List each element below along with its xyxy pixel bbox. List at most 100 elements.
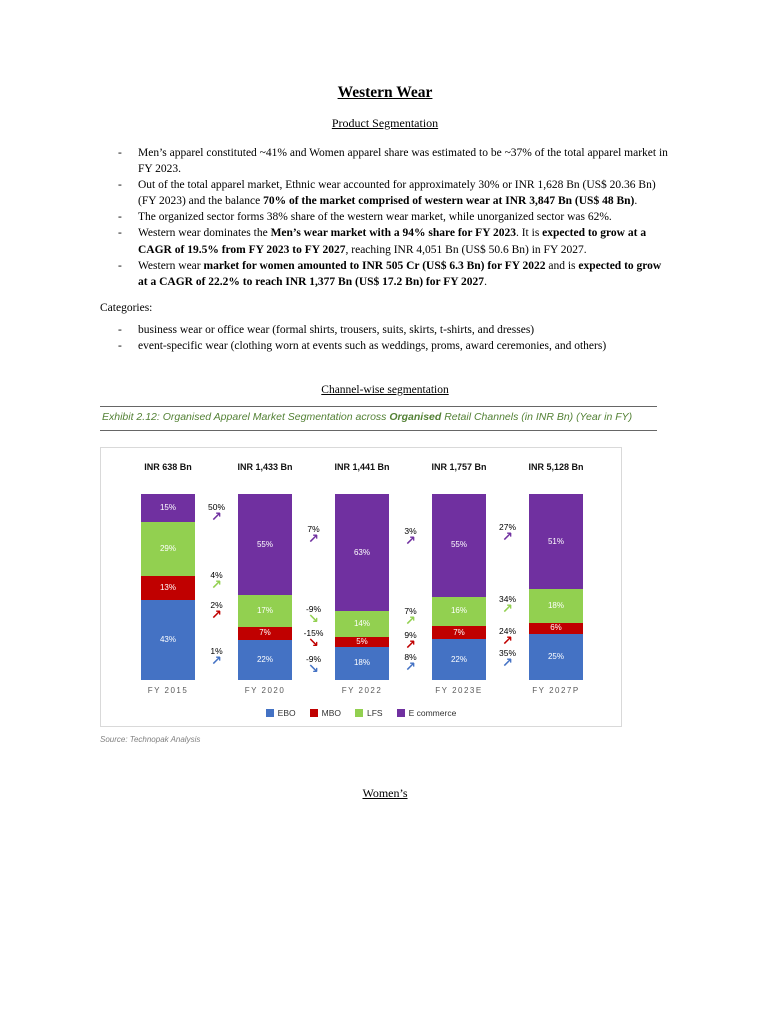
exhibit-caption: Exhibit 2.12: Organised Apparel Market S… bbox=[102, 410, 655, 424]
bar-total-label: INR 1,441 Bn bbox=[334, 462, 390, 473]
growth-arrow-icon: ↗ bbox=[211, 653, 222, 669]
bar-segment-mbo: 13% bbox=[141, 576, 195, 601]
growth-arrow-value: 27% bbox=[498, 522, 516, 533]
growth-arrow-mbo: 2% ↗ bbox=[193, 600, 241, 623]
text-run: event-specific wear (clothing worn at ev… bbox=[138, 339, 607, 352]
growth-arrow-value: -9% bbox=[305, 654, 322, 665]
bar-segment-e-commerce: 15% bbox=[141, 494, 195, 523]
text-run: Organised bbox=[389, 411, 442, 424]
growth-arrow-icon: ↗ bbox=[405, 613, 416, 629]
exhibit-chart: INR 638 Bn 15% 29% 13% 43% FY 2015 INR 1,433 B… bbox=[100, 447, 622, 728]
bar-segment-lfs: 18% bbox=[529, 589, 583, 623]
growth-arrow-value: -15% bbox=[303, 628, 324, 639]
growth-arrow-e-commerce: 27% ↗ bbox=[484, 522, 532, 545]
chart-legend: EBO MBO LFS E commerce bbox=[111, 708, 611, 718]
bar-segment-ebo: 25% bbox=[529, 633, 583, 681]
text-run: Men’s wear market with a 94% share for F… bbox=[270, 227, 516, 240]
x-axis-label: FY 2023E bbox=[435, 686, 483, 696]
growth-arrow-lfs: 7% ↗ bbox=[387, 606, 435, 629]
categories-label: Categories: bbox=[100, 301, 153, 314]
legend-item-e-commerce: E commerce bbox=[396, 708, 457, 719]
bullet-item: Western wear market for women amounted t… bbox=[118, 258, 670, 290]
legend-label: LFS bbox=[367, 708, 383, 719]
bar-total-label: INR 1,433 Bn bbox=[237, 462, 293, 473]
growth-arrow-icon: ↗ bbox=[211, 607, 222, 623]
growth-arrow-ebo: 8% ↗ bbox=[387, 652, 435, 673]
growth-arrow-ebo: 35% ↗ bbox=[484, 648, 532, 669]
growth-arrow-icon: ↗ bbox=[308, 531, 319, 547]
channel-heading: Channel-wise segmentation bbox=[321, 384, 449, 397]
text-run: Men’s apparel constituted ~41% and Women… bbox=[138, 147, 668, 176]
legend-item-ebo: EBO bbox=[265, 708, 296, 719]
legend-swatch-icon bbox=[396, 709, 405, 718]
legend-label: E commerce bbox=[408, 708, 457, 719]
growth-arrow-icon: ↗ bbox=[405, 637, 416, 653]
legend-swatch-icon bbox=[265, 709, 274, 718]
bar-segment-ebo: 22% bbox=[432, 639, 486, 681]
growth-arrow-icon: ↗ bbox=[211, 509, 222, 525]
bar-segment-mbo: 7% bbox=[238, 626, 292, 640]
text-run: expected to grow at a CAGR of 22.2% to r… bbox=[138, 259, 662, 288]
text-run: The organized sector forms 38% share of … bbox=[138, 211, 612, 224]
bar-segment-e-commerce: 55% bbox=[432, 494, 486, 597]
bar-segment-lfs: 14% bbox=[335, 611, 389, 638]
bar-total-label: INR 1,757 Bn bbox=[431, 462, 487, 473]
bullet-item: The organized sector forms 38% share of … bbox=[118, 209, 670, 225]
bullet-item: event-specific wear (clothing worn at ev… bbox=[118, 338, 670, 354]
growth-arrow-value: 2% bbox=[210, 600, 223, 611]
bar-total-label: INR 5,128 Bn bbox=[528, 462, 584, 473]
exhibit-caption-block: Exhibit 2.12: Organised Apparel Market S… bbox=[100, 406, 657, 432]
text-run: 70% of the market comprised of western w… bbox=[263, 195, 635, 208]
text-run: , reaching INR 4,051 Bn (US$ 50.6 Bn) in… bbox=[345, 243, 587, 256]
growth-arrow-value: 35% bbox=[498, 648, 516, 659]
growth-arrow-icon: ↗ bbox=[502, 529, 513, 545]
bar-segment-lfs: 16% bbox=[432, 596, 486, 627]
category-bullet-list: business wear or office wear (formal shi… bbox=[100, 322, 670, 354]
legend-swatch-icon bbox=[309, 709, 318, 718]
product-bullet-list: Men’s apparel constituted ~41% and Women… bbox=[100, 145, 670, 290]
growth-arrow-e-commerce: 7% ↗ bbox=[290, 524, 338, 547]
growth-arrow-icon: ↗ bbox=[405, 533, 416, 549]
text-run: . It is bbox=[515, 227, 543, 240]
bullet-item: Western wear dominates the Men’s wear ma… bbox=[118, 225, 670, 257]
growth-arrow-lfs: 34% ↗ bbox=[484, 594, 532, 615]
growth-arrow-value: 50% bbox=[207, 502, 225, 513]
growth-arrow-value: 4% bbox=[210, 570, 223, 581]
growth-arrow-icon: ↘ bbox=[308, 661, 319, 677]
growth-arrow-value: 7% bbox=[404, 606, 417, 617]
growth-arrow-value: 34% bbox=[498, 594, 516, 605]
bar-segment-e-commerce: 63% bbox=[335, 494, 389, 612]
legend-item-lfs: LFS bbox=[355, 708, 383, 718]
text-run: business wear or office wear (formal shi… bbox=[138, 323, 535, 336]
x-axis-label: FY 2020 bbox=[244, 686, 286, 696]
growth-arrow-value: 8% bbox=[404, 652, 417, 663]
growth-arrow-ebo: -9% ↘ bbox=[290, 654, 338, 677]
legend-label: EBO bbox=[277, 708, 296, 719]
legend-label: MBO bbox=[321, 708, 341, 719]
text-run: . bbox=[634, 195, 638, 208]
x-axis-label: FY 2027P bbox=[532, 686, 580, 696]
growth-arrow-icon: ↗ bbox=[502, 633, 513, 649]
text-run: market for women amounted to INR 505 Cr … bbox=[203, 259, 546, 272]
legend-item-mbo: MBO bbox=[309, 708, 341, 719]
x-axis-label: FY 2015 bbox=[147, 686, 189, 696]
growth-arrow-value: 24% bbox=[498, 626, 516, 637]
bullet-item: business wear or office wear (formal shi… bbox=[118, 322, 670, 338]
womens-heading: Women’s bbox=[362, 786, 408, 801]
growth-arrow-value: 1% bbox=[210, 646, 223, 657]
text-run: Retail Channels (in INR Bn) (Year in FY) bbox=[441, 411, 633, 424]
bullet-item: Men’s apparel constituted ~41% and Women… bbox=[118, 145, 670, 177]
growth-arrow-value: 7% bbox=[307, 524, 320, 535]
text-run: . bbox=[484, 275, 487, 288]
legend-swatch-icon bbox=[355, 709, 363, 718]
growth-arrow-lfs: -9% ↘ bbox=[290, 604, 338, 627]
page-title: Western Wear bbox=[337, 84, 433, 101]
text-run: Western wear bbox=[138, 259, 204, 272]
text-run: Western wear dominates the bbox=[138, 227, 271, 240]
bar-total-label: INR 638 Bn bbox=[144, 462, 192, 473]
bar-segment-mbo: 7% bbox=[432, 626, 486, 640]
growth-arrow-value: -9% bbox=[305, 604, 322, 615]
stacked-bar-fy-2015: 15% 29% 13% 43% bbox=[141, 494, 195, 681]
growth-arrow-icon: ↘ bbox=[308, 611, 319, 627]
